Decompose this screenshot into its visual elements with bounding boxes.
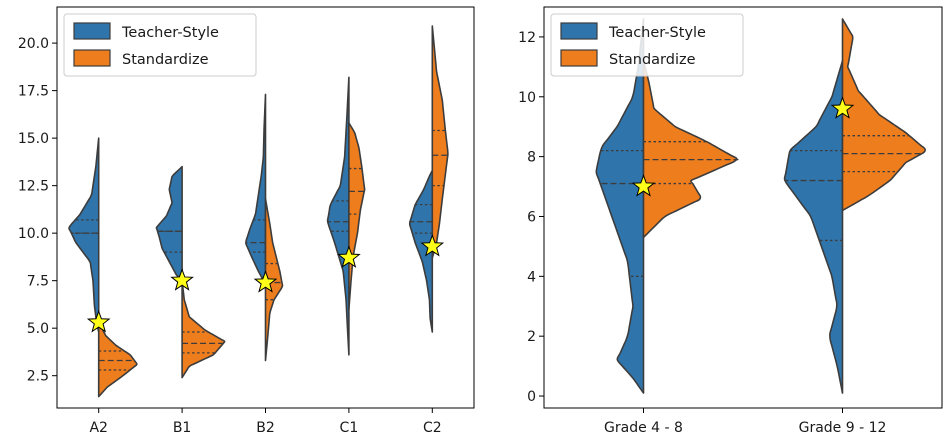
- violin-teacher-style-grade4-8: [595, 18, 645, 394]
- reference-star: [830, 96, 855, 119]
- legend-swatch-standardize: [560, 49, 598, 67]
- legend-swatch-teacher-style: [560, 22, 598, 40]
- legend-label: Standardize: [609, 52, 696, 68]
- x-tick-label: Grade 4 - 8: [604, 420, 683, 436]
- y-tick-label: 20.0: [18, 36, 49, 52]
- violin-standardize-a2: [97, 321, 138, 398]
- reference-star: [631, 174, 656, 197]
- legend-swatch-teacher-style: [73, 22, 111, 40]
- y-tick-label: 12.5: [18, 179, 49, 195]
- x-tick-label: Grade 9 - 12: [799, 420, 887, 436]
- plot-frame: [543, 6, 943, 409]
- violin-teacher-style-b1: [155, 165, 183, 282]
- violin-standardize-grade9-12: [841, 18, 926, 212]
- x-tick-label: A2: [89, 420, 107, 436]
- y-tick-label: 4: [527, 269, 536, 285]
- chart-panel-1: 2.5 5.0 7.5 10.0 12.5 15.0 17.5 20.0 A2 B1 B2 C1 C2 T…: [18, 6, 475, 436]
- y-tick-label: 10: [518, 90, 536, 106]
- legend-label: Teacher-Style: [121, 25, 219, 41]
- violin-standardize-c2: [431, 25, 449, 259]
- y-tick-label: 2: [527, 329, 536, 345]
- y-tick-label: 15.0: [18, 131, 49, 147]
- legend: Teacher-Style Standardize: [550, 13, 744, 77]
- violin-teacher-style-grade9-12: [783, 60, 844, 394]
- violin-standardize-c1: [348, 122, 366, 310]
- violin-standardize-b1: [181, 279, 226, 379]
- violin-teacher-style-a2: [68, 137, 100, 333]
- legend-label: Standardize: [122, 52, 209, 68]
- x-tick-label: B2: [256, 420, 275, 436]
- x-tick-label: C2: [423, 420, 442, 436]
- y-tick-label: 7.5: [27, 274, 49, 290]
- reference-star: [420, 234, 445, 257]
- legend-swatch-standardize: [73, 49, 111, 67]
- y-tick-label: 12: [518, 30, 536, 46]
- y-tick-label: 17.5: [18, 84, 49, 100]
- reference-star: [170, 268, 194, 291]
- reference-star: [337, 245, 361, 268]
- y-tick-label: 10.0: [18, 226, 49, 242]
- x-tick-label: C1: [340, 420, 359, 436]
- y-tick-label: 5.0: [27, 321, 49, 337]
- x-tick-label: B1: [173, 420, 192, 436]
- reference-star: [253, 270, 278, 293]
- violin-teacher-style-c1: [326, 76, 350, 356]
- y-tick-label: 8: [527, 150, 536, 166]
- legend: Teacher-Style Standardize: [63, 13, 257, 77]
- legend-box: [63, 13, 257, 77]
- y-tick-label: 6: [527, 209, 536, 225]
- violin-teacher-style-b2: [245, 93, 267, 286]
- y-tick-label: 2.5: [27, 369, 49, 385]
- violin-standardize-grade4-8: [642, 60, 738, 239]
- legend-label: Teacher-Style: [608, 25, 706, 41]
- reference-star: [86, 310, 111, 333]
- chart-panel-2: 0 2 4 6 8 10 12 Grade 4 - 8 Grade 9 - 12 Teacher-…: [518, 6, 943, 436]
- violin-teacher-style-c2: [408, 169, 434, 333]
- legend-box: [550, 13, 744, 77]
- y-tick-label: 0: [527, 389, 536, 405]
